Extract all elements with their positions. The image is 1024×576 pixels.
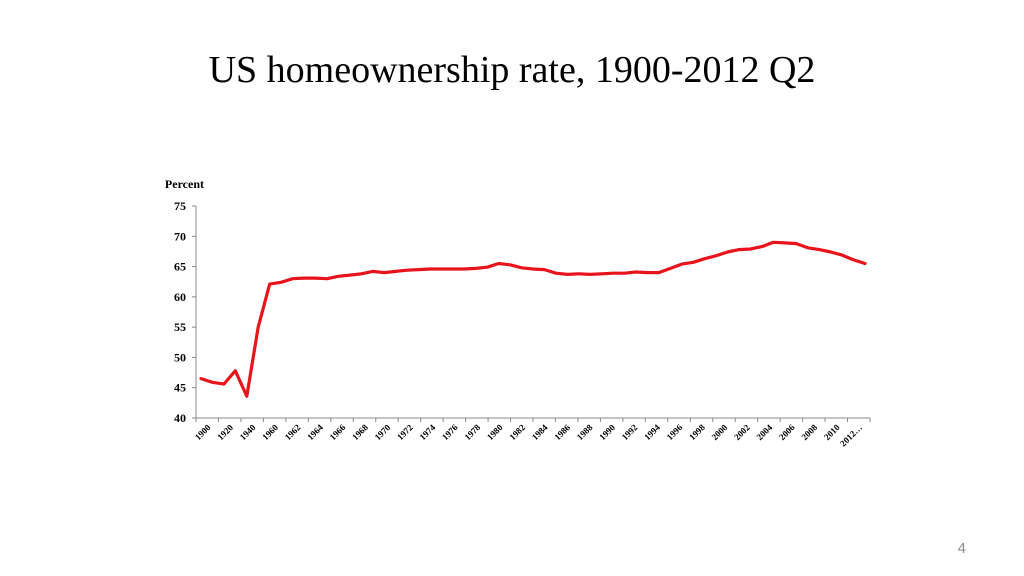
x-tick-label: 1970 xyxy=(373,422,393,442)
y-tick-label: 40 xyxy=(174,411,186,425)
y-tick-label: 65 xyxy=(174,260,186,274)
y-tick-label: 75 xyxy=(174,199,186,213)
x-tick-label: 2008 xyxy=(799,422,819,442)
x-tick-label: 2000 xyxy=(710,422,730,442)
x-tick-label: 1940 xyxy=(238,422,258,442)
x-tick-label: 2002 xyxy=(732,422,752,442)
y-axis-title: Percent xyxy=(165,177,204,191)
x-axis: 1900 1920 1940 1960 1962 1964 1966 1968 1970 1972… xyxy=(193,417,871,449)
x-tick-label: 1988 xyxy=(575,422,595,442)
x-tick-label: 1900 xyxy=(193,422,213,442)
y-tick-label: 45 xyxy=(174,381,186,395)
x-tick-label: 1984 xyxy=(530,422,550,442)
x-tick-label: 1968 xyxy=(350,422,370,442)
y-tick-label: 50 xyxy=(174,350,186,364)
x-tick-label: 2006 xyxy=(777,422,797,442)
x-tick-label: 1978 xyxy=(462,422,482,442)
x-tick-label: 1996 xyxy=(665,422,685,442)
x-tick-label: 1994 xyxy=(642,422,662,442)
series-line-homeownership-rate xyxy=(199,240,867,398)
x-tick-label: 1982 xyxy=(507,422,527,442)
x-tick-label: 1962 xyxy=(283,422,303,442)
x-tick-label: 1992 xyxy=(620,422,640,442)
x-tick-label: 1966 xyxy=(328,422,348,442)
x-tick-label: 1980 xyxy=(485,422,505,442)
y-axis: 40 45 50 55 60 65 70 75 xyxy=(174,199,197,425)
series-layer xyxy=(199,240,867,398)
y-tick-label: 70 xyxy=(174,229,186,243)
x-tick-label: 1960 xyxy=(260,422,280,442)
page-number: 4 xyxy=(957,540,966,557)
x-tick-label: 2012… xyxy=(838,422,864,448)
x-tick-label: 1986 xyxy=(552,422,572,442)
x-tick-label: 2004 xyxy=(755,422,775,442)
x-tick-label: 1972 xyxy=(395,422,415,442)
x-tick-label: 1964 xyxy=(305,422,325,442)
y-tick-label: 55 xyxy=(174,320,186,334)
slide-title: US homeownership rate, 1900-2012 Q2 xyxy=(208,49,816,91)
x-tick-label: 1976 xyxy=(440,422,460,442)
x-tick-label: 1990 xyxy=(597,422,617,442)
x-tick-label: 1920 xyxy=(215,422,235,442)
y-tick-label: 60 xyxy=(174,290,186,304)
x-tick-label: 1974 xyxy=(418,422,438,442)
x-tick-label: 1998 xyxy=(687,422,707,442)
